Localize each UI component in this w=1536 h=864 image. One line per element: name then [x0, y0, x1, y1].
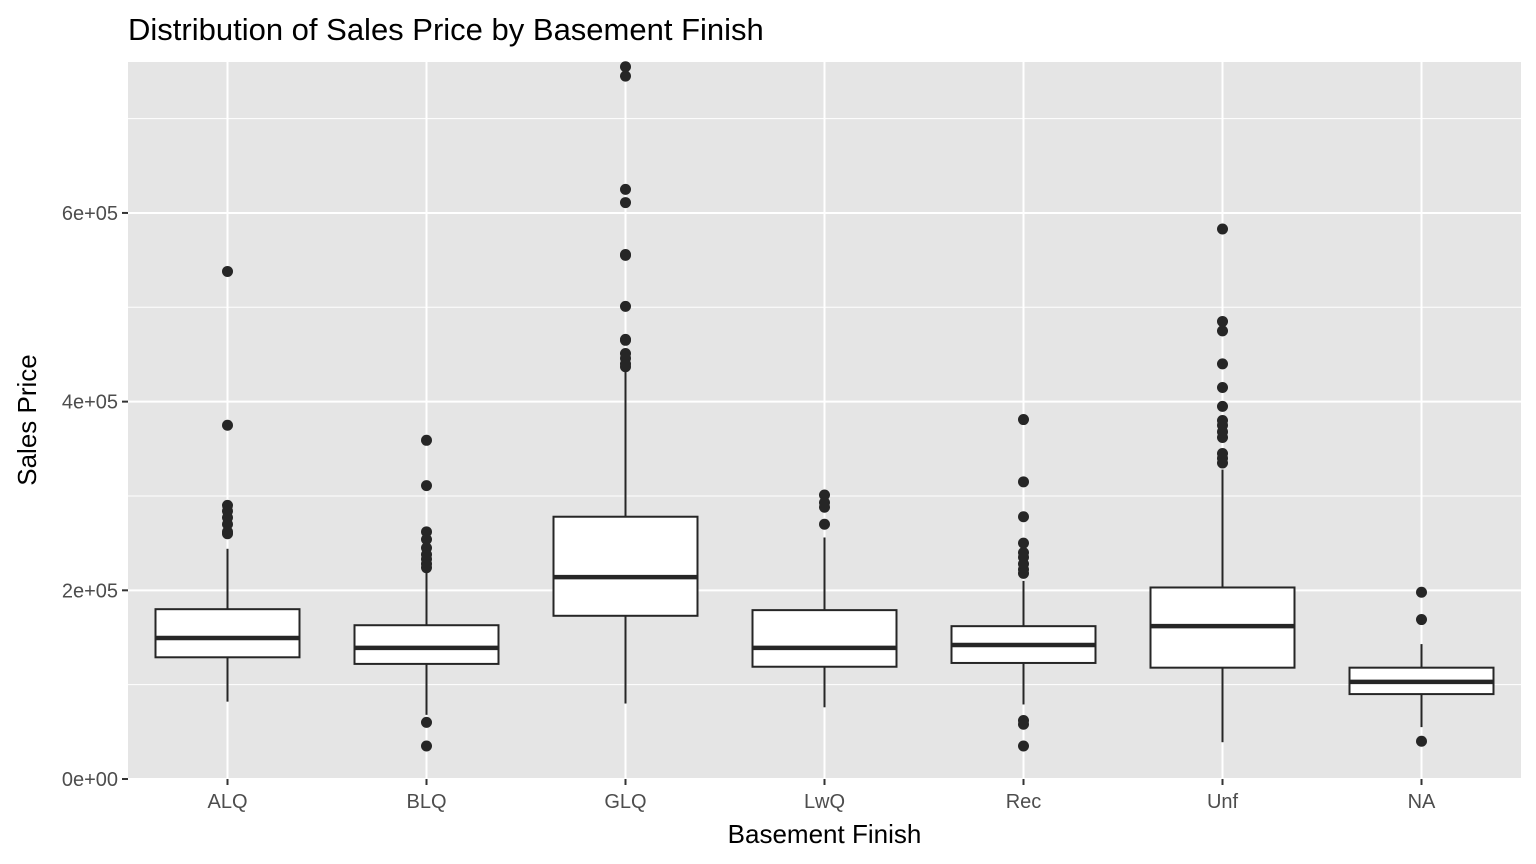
box-glq	[552, 61, 699, 704]
outlier-point	[620, 197, 631, 209]
outlier-point	[222, 265, 233, 277]
outlier-point	[1018, 511, 1029, 523]
outlier-point	[819, 489, 830, 501]
box-unf	[1149, 223, 1296, 743]
x-tick-label: NA	[1408, 791, 1436, 813]
outlier-point	[1018, 718, 1029, 730]
x-tick-label: LwQ	[804, 791, 845, 813]
outlier-point	[421, 533, 432, 545]
outlier-point	[1217, 457, 1228, 469]
outlier-point	[620, 249, 631, 261]
outlier-point	[421, 526, 432, 538]
outlier-point	[222, 419, 233, 431]
x-axis-title: Basement Finish	[728, 819, 922, 849]
y-tick-label: 6e+05	[62, 203, 118, 225]
outlier-point	[1018, 567, 1029, 579]
outlier-point	[620, 300, 631, 312]
iqr-box	[353, 624, 500, 665]
y-tick-label: 0e+00	[62, 769, 118, 791]
outlier-point	[1018, 476, 1029, 488]
chart-title: Distribution of Sales Price by Basement …	[128, 12, 764, 47]
outlier-point	[222, 518, 233, 530]
outlier-point	[620, 183, 631, 195]
iqr-box	[552, 515, 699, 617]
outlier-point	[1217, 315, 1228, 327]
box-rec	[950, 414, 1097, 752]
box-blq	[353, 434, 500, 752]
outlier-point	[620, 361, 631, 373]
box-na	[1348, 586, 1495, 747]
outlier-point	[620, 61, 631, 73]
x-axis: ALQ BLQ GLQ LwQ Rec Unf NA	[207, 779, 1436, 813]
outlier-point	[819, 501, 830, 513]
outlier-point	[1416, 614, 1427, 626]
outlier-point	[1217, 400, 1228, 412]
x-tick-label: ALQ	[207, 791, 247, 813]
iqr-box	[751, 609, 898, 668]
x-tick-label: Rec	[1006, 791, 1042, 813]
outlier-point	[819, 518, 830, 530]
outlier-point	[421, 740, 432, 752]
outlier-point	[1416, 586, 1427, 598]
y-axis: 0e+00 2e+05 4e+05 6e+05	[62, 203, 128, 791]
outlier-point	[1217, 325, 1228, 337]
outlier-point	[421, 716, 432, 728]
outlier-point	[421, 562, 432, 574]
x-tick-label: BLQ	[406, 791, 446, 813]
box-alq	[154, 265, 301, 702]
outlier-point	[1217, 381, 1228, 393]
outlier-point	[1416, 735, 1427, 747]
outlier-point	[1217, 431, 1228, 443]
outlier-point	[620, 70, 631, 82]
box-layer	[154, 61, 1495, 752]
y-tick-label: 4e+05	[62, 392, 118, 414]
outlier-point	[421, 434, 432, 446]
x-tick-label: Unf	[1207, 791, 1239, 813]
outlier-point	[1018, 537, 1029, 549]
box-lwq	[751, 489, 898, 708]
outlier-point	[222, 528, 233, 540]
iqr-box	[154, 608, 301, 659]
y-tick-label: 2e+05	[62, 580, 118, 602]
outlier-point	[1217, 358, 1228, 370]
outlier-point	[421, 480, 432, 492]
y-axis-title: Sales Price	[12, 354, 42, 486]
outlier-point	[1018, 414, 1029, 426]
x-tick-label: GLQ	[604, 791, 646, 813]
outlier-point	[1217, 223, 1228, 235]
outlier-point	[620, 334, 631, 346]
outlier-point	[1018, 740, 1029, 752]
